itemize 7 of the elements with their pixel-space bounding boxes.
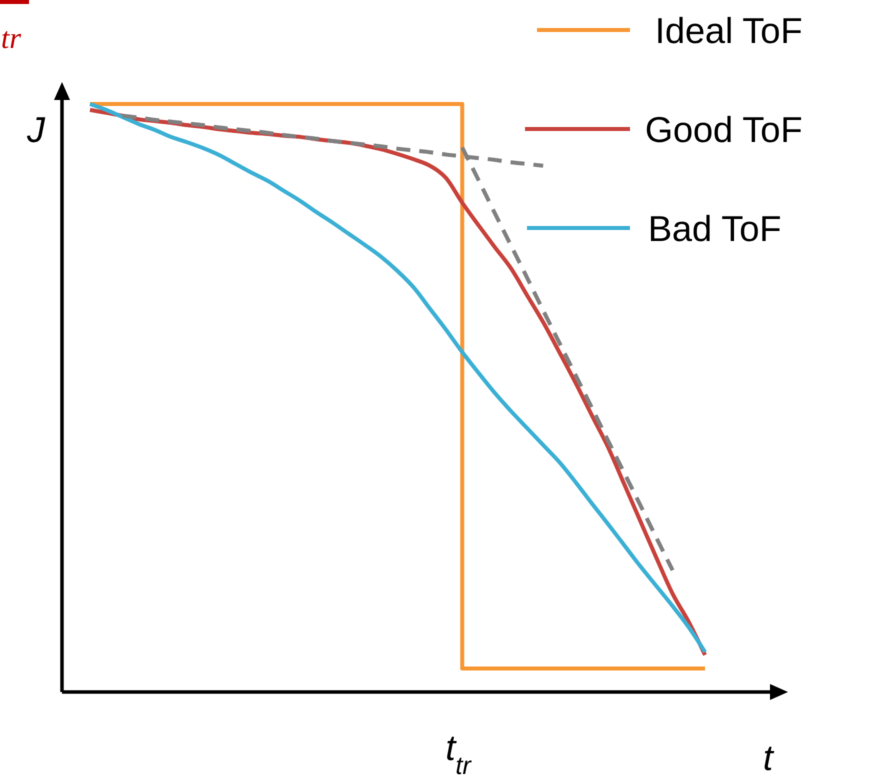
- y-axis-title: J: [26, 109, 46, 150]
- text: t$_{tr}$: [446, 727, 473, 777]
- legend-label: Bad ToF: [648, 208, 782, 249]
- legend-label: Good ToF: [645, 109, 802, 150]
- text: tr: [1, 22, 22, 55]
- x-axis-title: t: [762, 737, 775, 777]
- legend-label: Ideal ToF: [655, 10, 802, 51]
